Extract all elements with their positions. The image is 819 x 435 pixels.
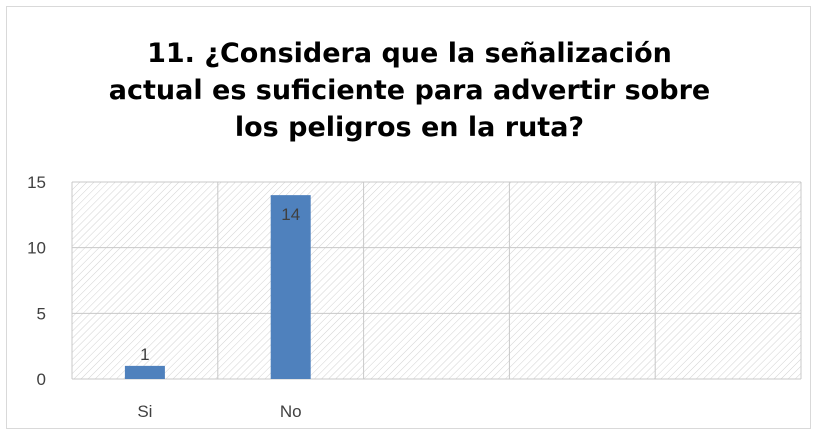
bars bbox=[124, 195, 311, 379]
y-tick-label: 10 bbox=[27, 239, 46, 258]
data-label-si: 1 bbox=[140, 345, 149, 364]
gridlines bbox=[71, 181, 802, 380]
data-labels: 1 14 bbox=[140, 205, 300, 364]
chart-title-line-2: actual es suficiente para advertir sobre bbox=[108, 75, 711, 106]
x-tick-label-si: Si bbox=[137, 402, 152, 421]
y-tick-label: 15 bbox=[27, 173, 46, 192]
chart-title-line-3: los peligros en la ruta? bbox=[234, 112, 585, 143]
x-tick-label-no: No bbox=[280, 402, 302, 421]
x-axis: Si No bbox=[137, 402, 301, 421]
plot-area bbox=[72, 182, 801, 379]
data-label-no: 14 bbox=[281, 205, 300, 224]
plot-hatch bbox=[72, 182, 801, 379]
y-axis: 0 5 10 15 bbox=[27, 173, 46, 389]
bar-no bbox=[270, 195, 311, 379]
chart-title-line-1: 11. ¿Considera que la señalización bbox=[147, 38, 672, 69]
y-tick-label: 0 bbox=[37, 370, 46, 389]
chart-title: 11. ¿Considera que la señalización actua… bbox=[7, 35, 812, 146]
y-tick-label: 5 bbox=[37, 304, 46, 323]
bar-si bbox=[124, 365, 165, 379]
